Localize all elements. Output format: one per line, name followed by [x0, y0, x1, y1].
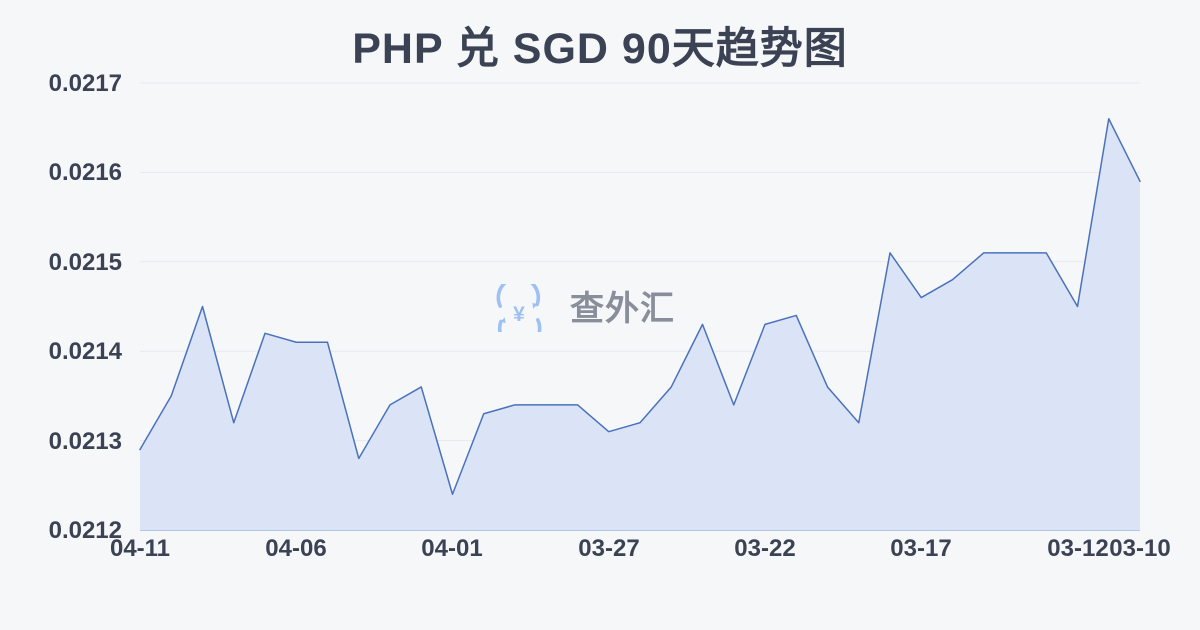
- svg-text:¥: ¥: [513, 303, 525, 326]
- svg-text:查外汇: 查外汇: [570, 290, 675, 328]
